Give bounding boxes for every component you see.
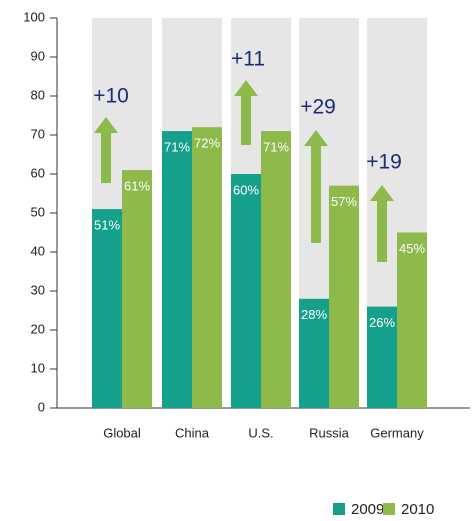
value-label: 45% [399, 241, 425, 256]
bar [367, 306, 397, 408]
bar [92, 209, 122, 408]
y-tick-label: 90 [31, 48, 45, 63]
arrow-shaft [311, 144, 321, 243]
value-label: 51% [94, 218, 120, 233]
y-tick-label: 60 [31, 165, 45, 180]
y-tick-label: 100 [23, 9, 45, 24]
x-tick-label: Global [103, 425, 141, 440]
arrow-head [304, 130, 328, 146]
x-tick-label: Russia [309, 425, 350, 440]
value-label: 71% [164, 140, 190, 155]
bar [192, 127, 222, 408]
y-tick-label: 70 [31, 126, 45, 141]
value-label: 28% [301, 307, 327, 322]
value-label: 71% [263, 140, 289, 155]
bar [162, 131, 192, 408]
arrow-head [94, 117, 118, 133]
bar [231, 174, 261, 408]
legend-swatch [333, 503, 345, 515]
y-tick-label: 50 [31, 204, 45, 219]
y-tick-label: 10 [31, 360, 45, 375]
arrow-shaft [377, 199, 387, 262]
annotation: +11 [231, 48, 265, 71]
bar [299, 298, 329, 408]
bar [329, 185, 359, 408]
y-tick-label: 20 [31, 321, 45, 336]
y-tick-label: 40 [31, 243, 45, 258]
value-label: 57% [331, 194, 357, 209]
annotation: +29 [300, 96, 336, 119]
legend-swatch [383, 503, 395, 515]
x-tick-label: Germany [370, 425, 424, 440]
bar [261, 131, 291, 408]
arrow-head [234, 80, 258, 96]
y-tick-label: 0 [38, 399, 45, 414]
arrow-shaft [101, 131, 111, 183]
bar [122, 170, 152, 408]
bar [397, 232, 427, 408]
x-tick-label: China [175, 425, 210, 440]
y-tick-label: 80 [31, 87, 45, 102]
arrow-shaft [241, 94, 251, 145]
value-label: 61% [124, 179, 150, 194]
arrow-head [370, 185, 394, 201]
annotation: +10 [93, 85, 129, 108]
value-label: 72% [194, 136, 220, 151]
x-tick-label: U.S. [248, 425, 273, 440]
value-label: 26% [369, 315, 395, 330]
y-tick-label: 30 [31, 282, 45, 297]
value-label: 60% [233, 182, 259, 197]
annotation: +19 [366, 151, 402, 174]
legend-label: 2010 [401, 501, 434, 518]
legend-label: 2009 [351, 501, 384, 518]
